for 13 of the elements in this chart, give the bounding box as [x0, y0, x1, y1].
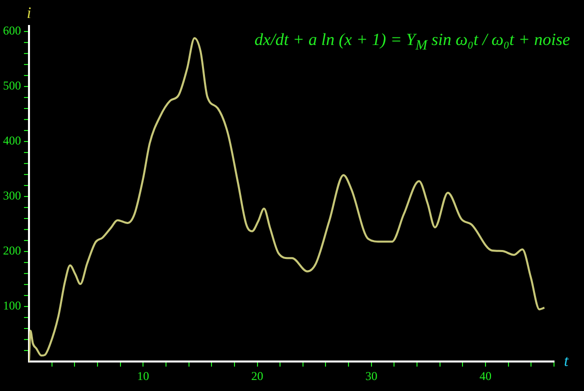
x-axis-title: t: [564, 352, 569, 370]
y-tick-label: 400: [3, 134, 21, 148]
y-tick-label: 300: [3, 188, 21, 203]
annotation: dx/dt + a ln (x + 1) = Y$_{M}$ sin ω₀t / ω₀t + noise: [254, 30, 570, 54]
x-tick-label: 20: [251, 368, 264, 383]
x-tick-label: 10: [137, 368, 150, 383]
y-tick-label: 200: [3, 244, 21, 258]
x-tick-label: 30: [365, 368, 378, 383]
y-tick-label: 600: [3, 24, 21, 38]
y-tick-label: 500: [3, 78, 21, 93]
x-tick-label: 40: [480, 368, 492, 383]
y-axis-title: i: [26, 5, 32, 22]
y-tick-label: 100: [3, 298, 21, 313]
